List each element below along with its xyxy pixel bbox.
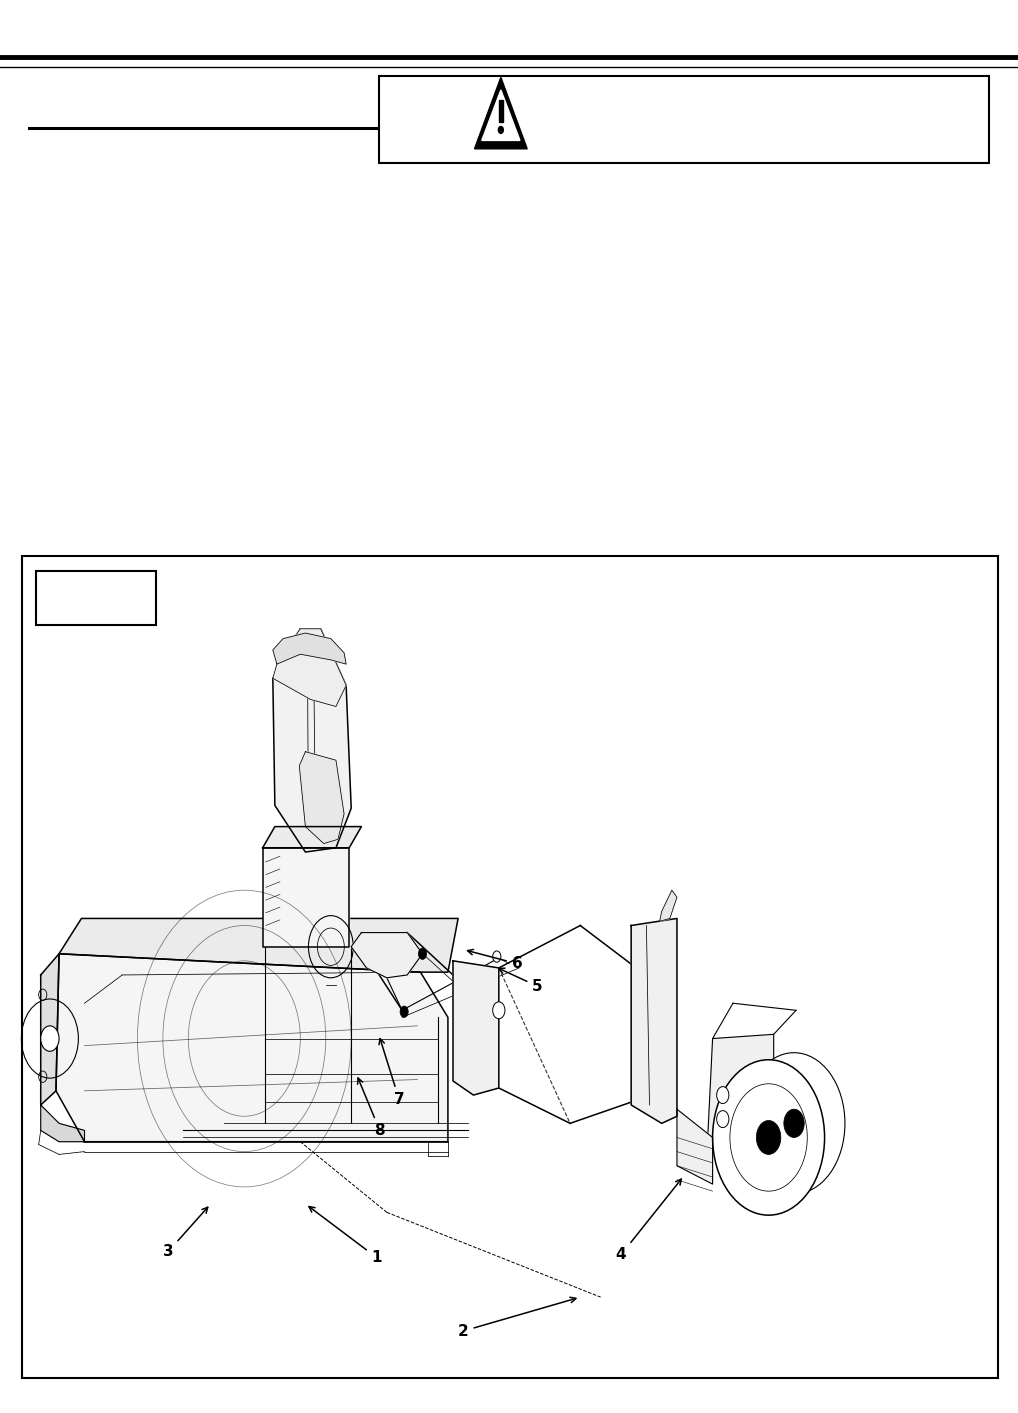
Circle shape [756,1121,781,1154]
Polygon shape [299,752,344,844]
Polygon shape [56,954,448,1142]
Circle shape [493,951,501,962]
Polygon shape [677,1109,713,1184]
Circle shape [743,1053,845,1194]
Polygon shape [263,848,349,947]
Text: 1: 1 [309,1207,382,1265]
Circle shape [418,948,427,959]
Bar [499,100,503,122]
Text: 6: 6 [467,950,522,971]
Polygon shape [273,629,346,706]
Circle shape [499,126,503,133]
Circle shape [713,1060,825,1215]
Text: 4: 4 [616,1178,681,1262]
Text: 5: 5 [499,968,543,993]
Text: 3: 3 [163,1207,208,1259]
Polygon shape [59,918,458,972]
Text: 7: 7 [379,1039,404,1106]
Polygon shape [41,954,59,1105]
Circle shape [400,1006,408,1017]
Polygon shape [708,1034,774,1159]
Circle shape [717,1111,729,1128]
Polygon shape [273,629,351,852]
Bar [379,76,989,164]
Polygon shape [351,933,422,978]
Circle shape [41,1026,59,1051]
Polygon shape [474,78,527,148]
Polygon shape [453,961,499,1095]
Circle shape [717,1087,729,1104]
Circle shape [784,1109,804,1137]
Circle shape [493,1002,505,1019]
Bar [36,571,156,625]
Polygon shape [263,827,361,848]
Text: 2: 2 [458,1297,576,1338]
Polygon shape [273,633,346,664]
Bar [22,557,998,1379]
Polygon shape [482,90,520,140]
Polygon shape [631,918,677,1123]
Text: 8: 8 [357,1078,385,1137]
Polygon shape [41,1105,84,1142]
Polygon shape [660,890,677,921]
